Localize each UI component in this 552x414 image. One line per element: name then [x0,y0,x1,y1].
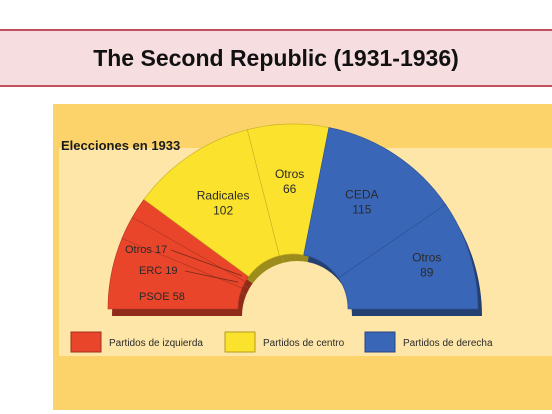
slice-label-value-ceda-115: 115 [352,203,371,217]
slice-ceda-115 [303,127,447,279]
slice-label-name-otros-66: Otros [275,167,304,181]
slice-radicales-102 [143,129,280,277]
slice-label-value-otros-66: 66 [283,182,297,196]
hemicycle-chart: Elecciones en 1933 PSOE 58 ERC 19 Otros 17… [59,123,552,356]
slice-label-value-radicales-102: 102 [213,203,233,217]
slice-label-name-ceda-115: CEDA [345,188,378,202]
slice-label-erc-19: ERC 19 [139,265,178,277]
slice-label-name-otros-89: Otros [412,251,441,265]
slice-label-otros-17: Otros 17 [125,244,167,256]
slide-title: The Second Republic (1931-1936) [93,45,459,71]
legend-label-right: Partidos de derecha [403,338,493,349]
slice-label-psoe-58: PSOE 58 [139,291,185,303]
slice-label-name-radicales-102: Radicales [197,188,250,202]
leader-line-erc-19 [184,270,239,283]
legend-swatch-left [70,331,102,353]
title-band: The Second Republic (1931-1936) [0,29,552,87]
slice-label-value-otros-89: 89 [420,266,434,280]
legend-swatch-center [224,331,256,353]
legend-label-center: Partidos de centro [263,338,345,349]
slice-otros-89 [337,204,479,310]
leader-line-otros-17 [170,249,242,277]
legend-swatch-right [364,331,396,353]
chart-figure: Elecciones en 1933 PSOE 58 ERC 19 Otros 17… [53,104,552,410]
chart-title: Elecciones en 1933 [61,138,180,153]
legend-label-left: Partidos de izquierda [109,338,203,349]
